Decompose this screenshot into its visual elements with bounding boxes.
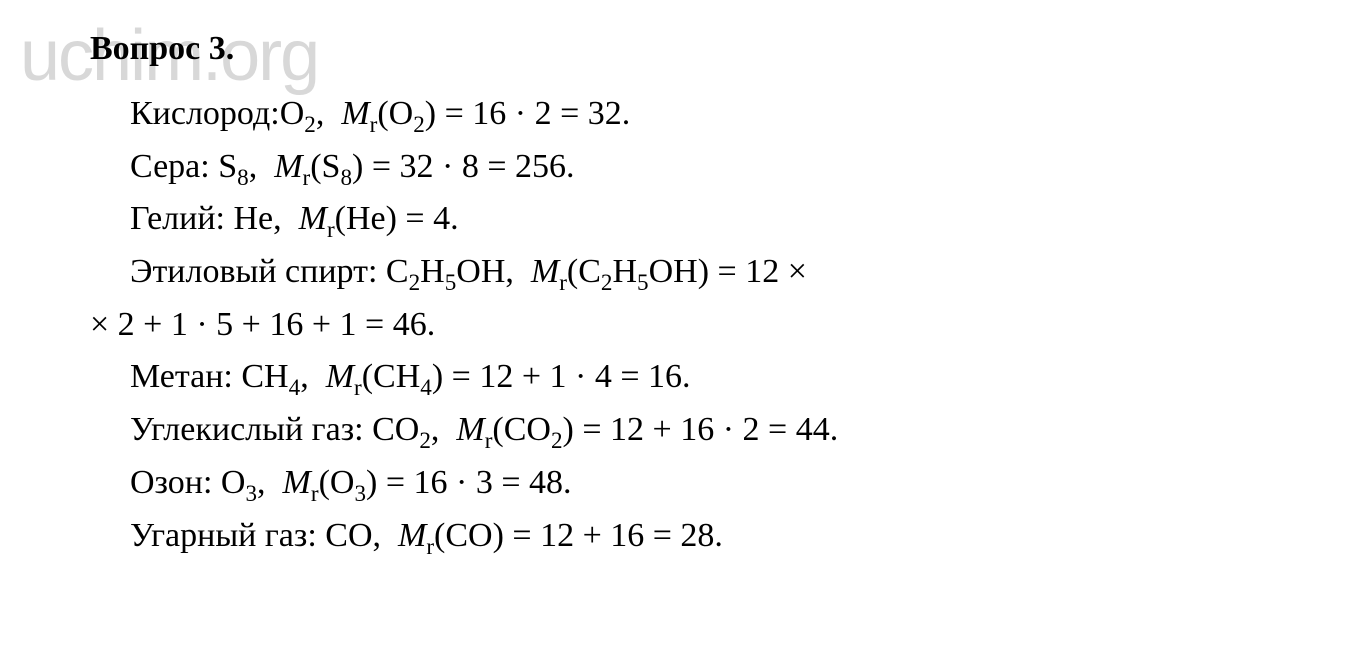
line-methane: Метан: CH4, Mr(CH4) = 12 + 1 · 4 = 16.	[90, 351, 1262, 404]
question-title: Вопрос 3.	[90, 30, 1262, 68]
line-ethanol-a: Этиловый спирт: C2H5OH, Mr(C2H5OH) = 12 …	[90, 246, 1262, 299]
line-co2: Углекислый газ: CO2, Mr(CO2) = 12 + 16 ·…	[90, 404, 1262, 457]
line-sulfur: Сера: S8, Mr(S8) = 32 · 8 = 256.	[90, 141, 1262, 194]
line-helium: Гелий: He, Mr(He) = 4.	[90, 193, 1262, 246]
content-block: Вопрос 3. Кислород:O2, Mr(O2) = 16 · 2 =…	[90, 30, 1262, 562]
line-ozone: Озон: O3, Mr(O3) = 16 · 3 = 48.	[90, 457, 1262, 510]
line-co: Угарный газ: CO, Mr(CO) = 12 + 16 = 28.	[90, 510, 1262, 563]
line-oxygen: Кислород:O2, Mr(O2) = 16 · 2 = 32.	[90, 88, 1262, 141]
line-ethanol-b: × 2 + 1 · 5 + 16 + 1 = 46.	[90, 299, 1262, 352]
